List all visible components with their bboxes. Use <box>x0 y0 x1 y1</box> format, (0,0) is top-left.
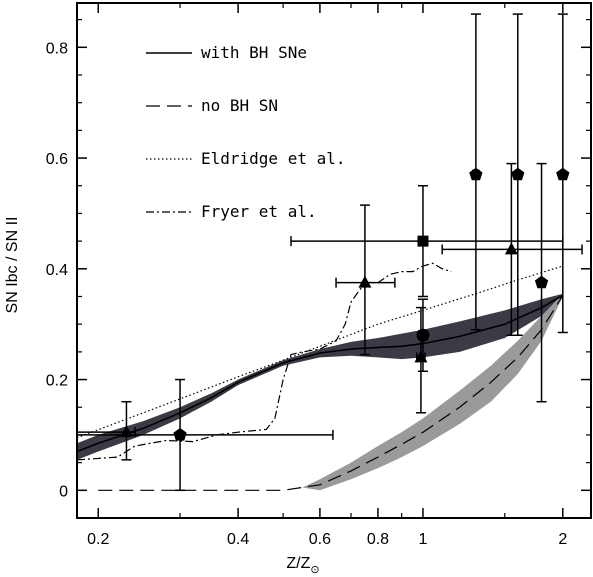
legend: with BH SNe no BH SN Eldridge et al. Fryer … <box>146 43 346 221</box>
uncertainty-bands <box>77 293 563 491</box>
x-tick-label: 2 <box>558 531 567 548</box>
data-point-5-circle <box>416 298 430 373</box>
data-point-4-triangle <box>414 306 428 414</box>
data-point-8-pentagon <box>469 13 483 331</box>
pentagon-marker <box>469 167 483 181</box>
pentagon-marker <box>534 275 549 289</box>
model-curves <box>77 262 564 491</box>
data-point-10-pentagon <box>556 13 570 334</box>
y-tick-label: 0.6 <box>46 151 68 168</box>
plot-frame <box>76 2 592 519</box>
data-point-6-square <box>290 184 564 298</box>
x-axis-title-subscript: ⊙ <box>310 564 319 576</box>
observed-points <box>77 13 583 492</box>
x-tick-label: 1 <box>419 531 428 548</box>
triangle-marker <box>358 275 372 288</box>
curve-fryer-et-al <box>77 262 452 461</box>
x-axis-title: Z/Z⊙ <box>286 555 319 576</box>
data-point-7-triangle <box>441 162 583 337</box>
data-point-9-pentagon <box>511 13 525 337</box>
x-tick-label: 0.4 <box>227 531 249 548</box>
curve-no-bh-sn <box>98 295 564 491</box>
y-tick-label: 0.8 <box>46 40 68 57</box>
y-tick-label: 0 <box>59 483 68 500</box>
triangle-marker <box>504 242 518 255</box>
square-marker <box>417 235 429 247</box>
curve-with-bh-sne <box>77 294 564 453</box>
pentagon-marker <box>173 427 187 441</box>
legend-label-fryer-et-al: Fryer et al. <box>201 202 317 221</box>
y-tick-label: 0.4 <box>46 262 68 279</box>
x-tick-label: 0.6 <box>309 531 331 548</box>
y-axis-title: SN Ibc / SN II <box>4 217 21 314</box>
triangle-marker <box>119 425 133 438</box>
axis-ticks: 0.2 0.4 0.6 0.8 1 2 0 0.2 0.4 0.6 0.8 <box>46 3 591 548</box>
circle-marker <box>416 328 430 342</box>
pentagon-marker <box>556 167 570 181</box>
pentagon-marker <box>511 167 525 181</box>
x-tick-label: 0.8 <box>367 531 389 548</box>
curve-eldridge-et-al <box>77 265 563 439</box>
legend-label-with-bh-sne: with BH SNe <box>201 43 307 62</box>
legend-label-no-bh-sn: no BH SN <box>201 96 278 115</box>
x-tick-label: 0.2 <box>87 531 109 548</box>
triangle-marker <box>414 350 428 363</box>
data-point-2-pentagon <box>77 378 334 492</box>
y-tick-label: 0.2 <box>46 373 68 390</box>
data-point-11-pentagon <box>534 162 549 403</box>
legend-label-eldridge-et-al: Eldridge et al. <box>201 149 346 168</box>
data-point-3-triangle <box>335 204 396 356</box>
band-with-bh-sne <box>77 293 563 460</box>
